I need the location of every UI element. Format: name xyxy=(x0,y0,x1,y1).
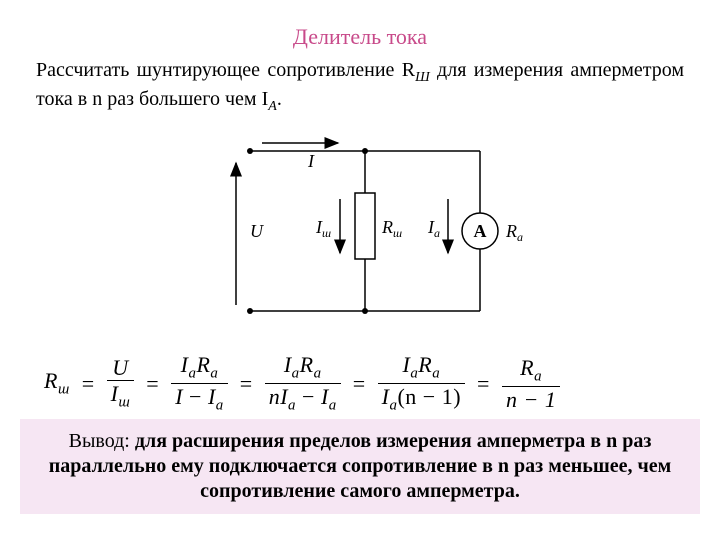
problem-text: Рассчитать шунтирующее сопротивление RШ … xyxy=(36,58,684,115)
page-title: Делитель тока xyxy=(36,24,684,50)
problem-sub1: Ш xyxy=(415,70,430,85)
svg-text:Ia: Ia xyxy=(427,217,440,240)
formula-term1: U Iш xyxy=(107,356,135,411)
equals-2: = xyxy=(140,371,165,397)
svg-text:A: A xyxy=(474,221,487,241)
conclusion-box: Вывод: для расширения пределов измерения… xyxy=(20,419,700,514)
svg-text:I: I xyxy=(307,151,315,171)
svg-text:U: U xyxy=(250,221,264,241)
problem-part1: Рассчитать шунтирующее сопротивление R xyxy=(36,59,415,81)
svg-text:Iш: Iш xyxy=(315,217,331,240)
conclusion-bold: для расширения пределов измерения амперм… xyxy=(49,430,671,502)
formula-term4: IaRa Ia(n − 1) xyxy=(378,353,465,414)
equals-5: = xyxy=(471,371,496,397)
equals-4: = xyxy=(347,371,372,397)
circuit-diagram: A I U Iш Rш Ia Ra xyxy=(36,121,684,337)
formula: Rш = U Iш = IaRa I − Ia = IaRa nIa − Ia … xyxy=(44,353,684,414)
formula-lhs: Rш xyxy=(44,368,70,398)
equals-3: = xyxy=(234,371,259,397)
problem-part1b: для измерения xyxy=(430,59,563,81)
formula-term2: IaRa I − Ia xyxy=(171,353,228,414)
svg-text:Rш: Rш xyxy=(381,217,402,240)
problem-part2b: . xyxy=(277,88,282,110)
formula-term5: Ra n − 1 xyxy=(502,356,560,411)
problem-sub2: А xyxy=(268,99,277,114)
equals-1: = xyxy=(76,371,101,397)
formula-term3: IaRa nIa − Ia xyxy=(265,353,341,414)
svg-text:Ra: Ra xyxy=(505,221,523,244)
conclusion-lead: Вывод: xyxy=(69,430,135,452)
